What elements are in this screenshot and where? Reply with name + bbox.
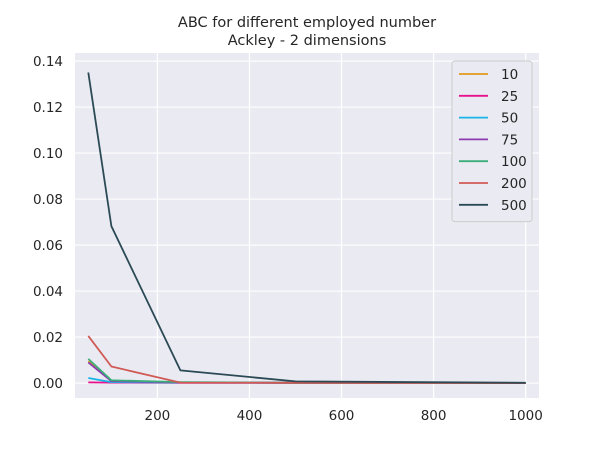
y-tick-label: 0.08 <box>33 192 63 208</box>
y-tick-label: 0.00 <box>33 376 63 392</box>
series-line-500 <box>87 72 526 384</box>
x-tick-label: 600 <box>329 408 355 424</box>
chart-subtitle: Ackley - 2 dimensions <box>228 33 387 49</box>
series-lines <box>87 72 526 385</box>
x-tick-label: 200 <box>145 408 171 424</box>
y-tick-label: 0.02 <box>33 330 63 346</box>
x-tick-label: 1000 <box>508 408 542 424</box>
series-line-200 <box>87 335 526 385</box>
y-axis-ticks: 0.00 0.02 0.04 0.06 0.08 0.10 0.12 0.14 <box>33 54 63 392</box>
legend-label: 50 <box>501 111 518 127</box>
y-tick-label: 0.14 <box>33 54 63 70</box>
legend-label: 75 <box>501 132 518 148</box>
x-tick-label: 800 <box>421 408 447 424</box>
legend: 10 25 50 75 100 200 500 <box>451 60 533 223</box>
y-tick-label: 0.10 <box>33 146 63 162</box>
chart-title: ABC for different employed number <box>178 15 436 31</box>
legend-label: 500 <box>501 198 527 214</box>
legend-label: 200 <box>501 176 527 192</box>
y-tick-label: 0.06 <box>33 238 63 254</box>
y-tick-label: 0.04 <box>33 284 63 300</box>
legend-label: 100 <box>501 154 527 170</box>
x-tick-label: 400 <box>237 408 263 424</box>
legend-label: 25 <box>501 89 518 105</box>
y-tick-label: 0.12 <box>33 100 63 116</box>
x-axis-ticks: 200 400 600 800 1000 <box>145 408 543 424</box>
legend-label: 10 <box>501 67 518 83</box>
legend-box <box>451 60 533 223</box>
